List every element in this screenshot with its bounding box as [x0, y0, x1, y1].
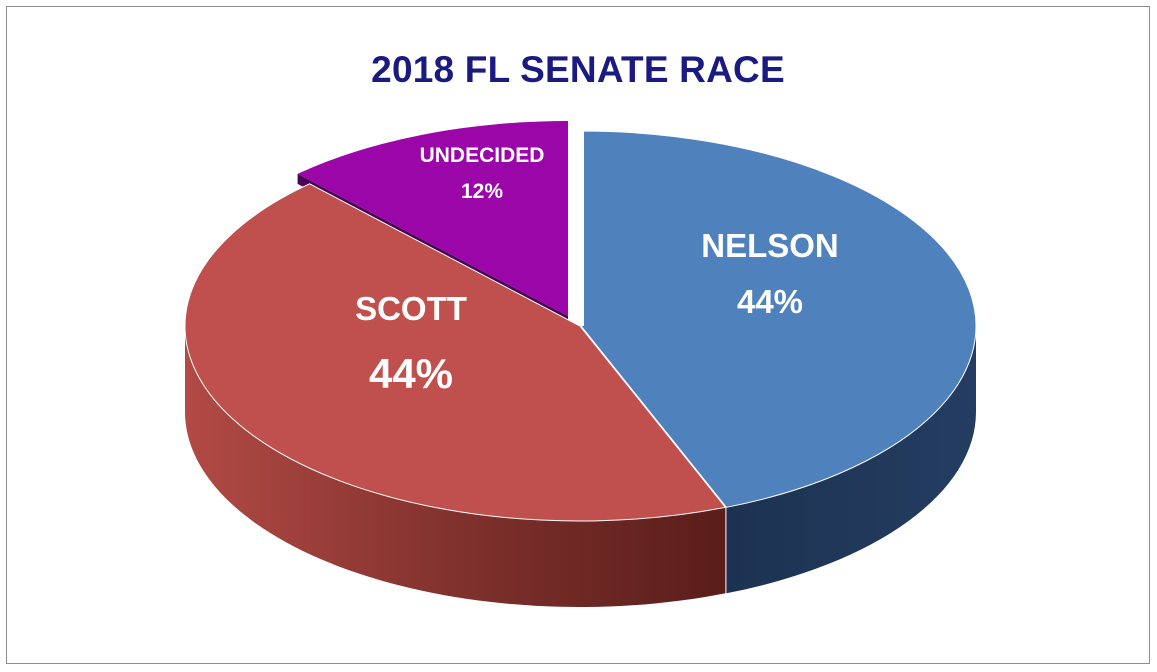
slice-value-undecided: 12% — [461, 180, 503, 203]
slice-label-nelson: NELSON — [701, 227, 839, 264]
slice-side-scott — [185, 326, 726, 607]
slice-value-nelson: 44% — [737, 283, 803, 320]
slice-label-undecided: UNDECIDED — [420, 144, 545, 167]
chart-title: 2018 FL SENATE RACE — [371, 49, 785, 90]
slice-scott — [184, 183, 727, 522]
slice-undecided — [297, 121, 568, 316]
slice-side-nelson — [726, 326, 976, 594]
slice-nelson — [580, 130, 977, 508]
slice-label-scott: SCOTT — [355, 290, 467, 327]
slice-value-scott: 44% — [369, 350, 453, 397]
